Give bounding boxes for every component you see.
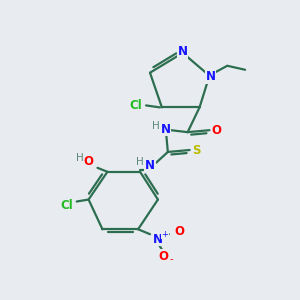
- Text: Cl: Cl: [60, 199, 73, 212]
- Text: +: +: [161, 230, 168, 239]
- Text: N: N: [145, 159, 155, 172]
- Text: O: O: [84, 155, 94, 168]
- Text: S: S: [192, 143, 201, 157]
- Text: O: O: [212, 124, 221, 137]
- Text: N: N: [178, 45, 188, 58]
- Text: N: N: [153, 233, 163, 246]
- Text: Cl: Cl: [130, 99, 142, 112]
- Text: H: H: [152, 121, 160, 131]
- Text: N: N: [161, 123, 171, 136]
- Text: N: N: [206, 70, 215, 83]
- Text: H: H: [76, 153, 83, 163]
- Text: O: O: [175, 225, 185, 238]
- Text: H: H: [136, 157, 144, 167]
- Text: O: O: [159, 250, 169, 262]
- Text: -: -: [169, 254, 172, 264]
